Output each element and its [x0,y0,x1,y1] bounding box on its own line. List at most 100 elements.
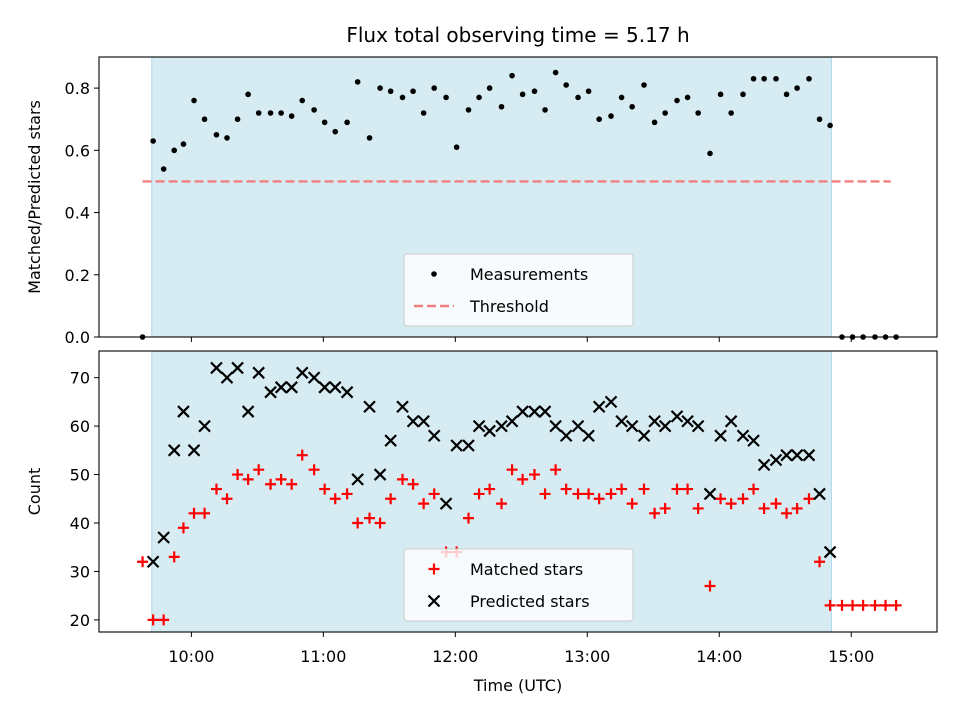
data-point [188,507,200,519]
axes-frame [98,350,938,633]
data-point [278,110,284,116]
data-point [241,405,255,418]
data-point [728,110,734,116]
y-axis-title: Matched/Predicted stars [25,100,44,294]
data-point [559,429,573,443]
data-point [210,483,222,495]
data-point [823,545,837,559]
y-tick-label: 70 [70,369,90,388]
data-point [748,483,760,495]
y-axis-title: Count [25,468,44,516]
data-point [253,464,265,476]
data-point [264,385,277,399]
data-point [769,453,783,467]
legend-label: Predicted stars [470,592,590,611]
data-point [596,116,602,123]
legend-label: Measurements [470,265,588,284]
legend-swatch [427,594,441,608]
data-point [517,473,529,485]
y-tick-label: 0.8 [65,79,90,98]
data-point [674,97,680,104]
y-tick-label: 0.6 [65,141,90,160]
data-point [703,487,717,501]
data-point [191,97,197,104]
data-point [618,94,625,101]
data-point [575,94,581,101]
data-point [649,507,661,519]
x-tick-label: 10:00 [168,647,214,666]
data-point [549,419,562,433]
data-point [234,116,241,123]
data-point [307,371,321,384]
data-point [352,517,364,529]
data-point [147,614,159,626]
data-point [275,473,287,485]
data-point [737,493,749,505]
legend-box [403,253,634,327]
data-point [431,85,438,91]
data-point [453,144,460,151]
data-point [344,119,350,126]
series-x [146,361,837,569]
data-point [267,110,274,116]
data-point [427,429,441,443]
data-point [231,361,244,375]
data-point [220,371,234,384]
data-point [757,458,771,472]
data-point [681,414,694,428]
data-point [857,599,869,611]
legend-swatch [428,563,440,575]
data-point [781,507,793,519]
data-point [539,488,551,500]
data-point [528,469,540,481]
x-tick-label: 12:00 [432,647,478,666]
chart-title: Flux total observing time = 5.17 h [346,23,689,47]
data-point [783,91,790,98]
data-point [308,464,320,476]
data-point [616,483,628,495]
data-point [571,419,585,433]
data-point [366,135,373,141]
data-point [505,414,519,428]
data-point [869,599,881,611]
data-point [506,464,518,476]
data-point [406,414,420,428]
data-point [319,483,331,495]
data-point [658,419,672,433]
data-point [714,429,727,443]
data-point [516,405,529,418]
data-point [651,119,658,126]
data-point [717,91,724,98]
data-point [626,498,638,510]
data-point [671,483,683,495]
data-point [328,381,342,394]
data-point [399,94,406,101]
legend-label: Threshold [469,297,549,316]
y-tick-label: 20 [70,611,90,630]
data-point [773,75,779,82]
data-point [638,483,650,495]
data-point [417,414,430,428]
data-point [396,400,409,413]
legend: Measurements Threshold [403,253,634,327]
data-point [465,107,472,113]
data-point [286,478,298,490]
data-point [245,91,251,98]
data-point [528,405,541,418]
data-point [604,395,618,409]
data-point [625,419,639,433]
data-point [242,473,254,485]
data-point [157,531,170,544]
data-point [496,498,508,510]
data-point [692,502,704,514]
data-point [274,381,288,394]
data-point [593,493,605,505]
data-point [560,483,572,495]
data-point [177,522,189,534]
data-point [572,488,584,500]
data-point [684,94,691,101]
data-point [519,91,526,98]
data-point [880,599,892,611]
data-point [224,135,230,141]
legend-label: Matched stars [470,560,583,579]
